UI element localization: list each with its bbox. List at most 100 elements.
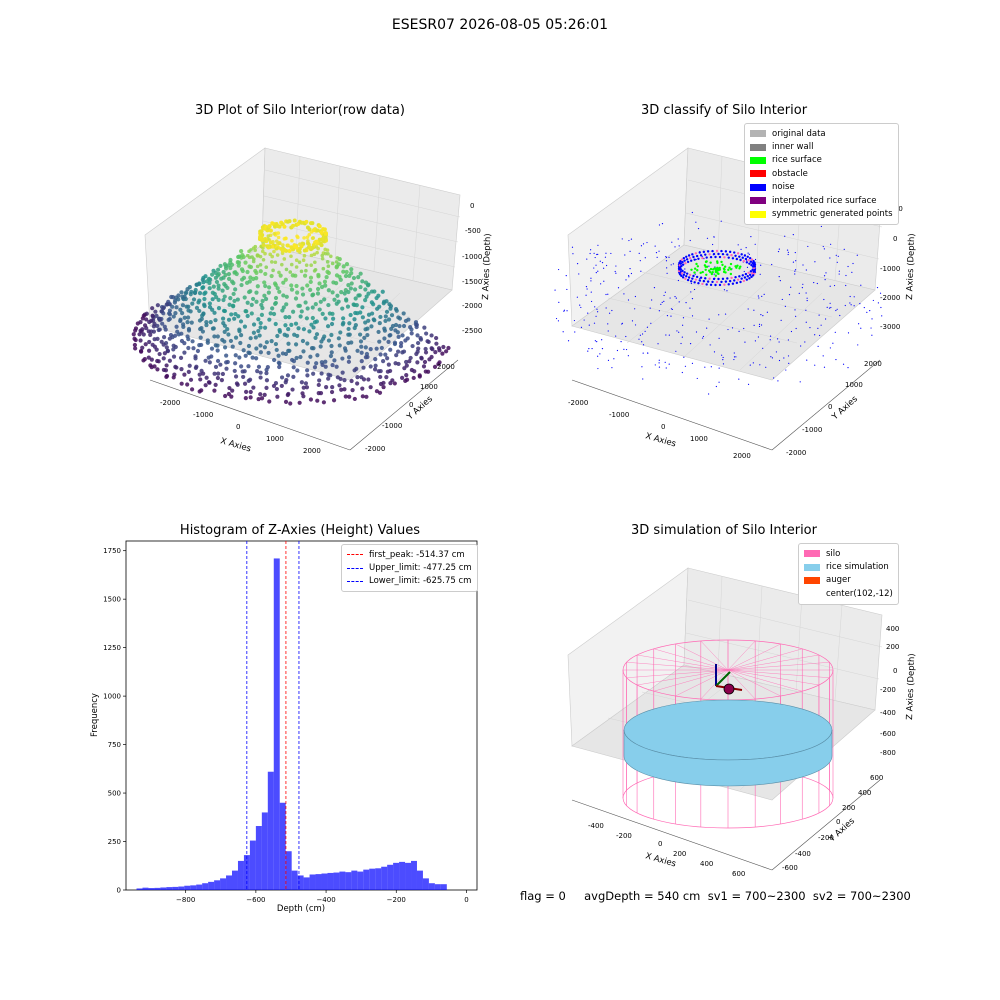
raw-point — [305, 373, 310, 378]
raw-point — [282, 224, 287, 229]
inner-wall-point — [699, 254, 703, 257]
raw-point — [433, 350, 438, 355]
raw-point — [189, 387, 195, 392]
raw-point — [167, 312, 173, 317]
raw-point — [166, 317, 171, 322]
noise-point — [790, 330, 793, 333]
inner-wall-point — [745, 278, 749, 281]
raw-point — [161, 306, 166, 311]
noise-point — [630, 272, 633, 275]
raw-point — [329, 350, 334, 355]
noise-point — [829, 257, 831, 259]
raw-point — [347, 321, 352, 326]
histogram-ytick-label: 1750 — [103, 547, 121, 555]
noise-point — [809, 327, 811, 329]
noise-point — [578, 273, 580, 275]
raw-point — [210, 297, 215, 302]
noise-point — [817, 345, 819, 347]
raw-point — [312, 252, 317, 257]
raw-point — [311, 325, 316, 330]
raw-point — [285, 373, 291, 378]
raw-point — [319, 339, 324, 344]
raw-point — [363, 287, 368, 292]
classify-zlabel: Z Axies (Depth) — [905, 233, 917, 300]
noise-point — [669, 297, 671, 299]
raw-point — [216, 283, 221, 288]
raw-point — [222, 329, 227, 335]
raw-point — [245, 313, 250, 319]
legend-entry: noise — [750, 181, 893, 194]
raw-point — [244, 280, 250, 285]
noise-point — [682, 324, 684, 326]
raw-point — [260, 233, 265, 238]
raw-point — [294, 283, 299, 289]
raw-point — [277, 241, 282, 246]
histogram-bar — [375, 868, 382, 890]
noise-point — [860, 284, 862, 286]
raw-point — [286, 326, 291, 332]
raw-point — [275, 333, 280, 339]
noise-point — [590, 291, 592, 293]
sim-xtick-2: 0 — [658, 840, 662, 848]
raw-point — [383, 318, 388, 324]
rice-surface-point — [723, 265, 727, 268]
raw-point — [264, 265, 269, 270]
raw-point — [253, 335, 258, 340]
raw-point — [402, 366, 407, 371]
histogram-bar — [190, 885, 197, 890]
raw-point — [378, 352, 383, 357]
noise-point — [625, 279, 627, 281]
noise-point — [590, 249, 592, 251]
legend-label: center(102,-12) — [826, 588, 893, 599]
noise-point — [685, 302, 687, 304]
noise-point — [661, 223, 664, 225]
raw-point — [329, 389, 335, 395]
raw-point — [275, 286, 280, 291]
inner-wall-point — [687, 276, 691, 279]
noise-point — [562, 331, 564, 333]
raw-point — [203, 358, 208, 363]
legend-swatch — [804, 590, 820, 597]
rice-surface-point — [714, 269, 718, 272]
noise-point — [625, 335, 627, 338]
raw-point — [305, 235, 310, 240]
raw-point — [263, 296, 269, 302]
raw-point — [216, 371, 221, 376]
raw-point — [408, 355, 413, 361]
noise-point — [593, 322, 596, 324]
raw-point — [394, 353, 399, 358]
noise-point — [835, 309, 837, 312]
raw-point — [245, 269, 250, 275]
noise-point — [839, 314, 841, 317]
raw-point — [432, 364, 438, 369]
raw-point — [401, 323, 407, 329]
raw-point — [167, 308, 172, 313]
raw-point — [326, 376, 331, 381]
raw-point — [197, 308, 202, 314]
histogram-bar — [422, 878, 429, 890]
raw-point — [167, 336, 172, 341]
raw-point — [304, 268, 308, 273]
raw-point — [269, 260, 274, 264]
inner-wall-point — [705, 256, 708, 259]
raw-ztick-0: 0 — [470, 202, 474, 210]
raw-point — [273, 295, 279, 301]
raw-point — [340, 356, 345, 361]
rice-surface-point — [729, 268, 733, 271]
noise-point — [607, 293, 609, 295]
raw-point — [159, 309, 164, 314]
raw-point — [239, 248, 244, 254]
raw-point — [307, 232, 312, 237]
raw-point — [368, 364, 373, 369]
inner-wall-point — [742, 259, 746, 263]
noise-point — [880, 306, 882, 309]
raw-point — [299, 380, 304, 385]
inner-wall-point — [706, 280, 710, 283]
raw-point — [212, 371, 217, 376]
noise-point — [804, 341, 806, 343]
raw-point — [346, 332, 351, 337]
raw-point — [382, 328, 388, 333]
noise-point — [806, 359, 808, 361]
raw-point — [397, 323, 402, 329]
noise-point — [713, 351, 716, 353]
